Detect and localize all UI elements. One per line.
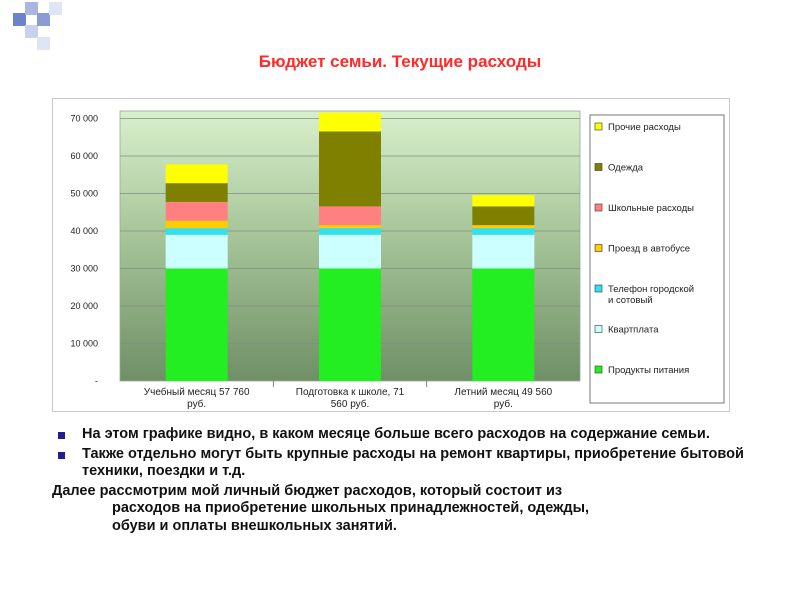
decorative-square <box>49 2 62 15</box>
decorative-square <box>37 37 50 50</box>
bar-segment <box>472 234 535 269</box>
decorative-square <box>13 13 26 26</box>
y-tick-label: 10 000 <box>70 339 98 349</box>
bar-segment <box>472 206 535 226</box>
bar-segment <box>472 195 535 207</box>
bar-segment <box>165 183 228 202</box>
y-tick-label: 50 000 <box>70 189 98 199</box>
paragraph: Далее рассмотрим мой личный бюджет расхо… <box>52 483 752 536</box>
bullet-item: Также отдельно могут быть крупные расход… <box>52 446 752 481</box>
x-category-label: Учебный месяц 57 760 руб. <box>144 386 250 410</box>
slide-title: Бюджет семьи. Текущие расходы <box>258 52 542 71</box>
bar-segment <box>165 268 228 381</box>
bullet-icon <box>58 451 65 459</box>
paragraph-line: Далее рассмотрим мой личный бюджет расхо… <box>52 482 563 499</box>
text-block: На этом графике видно, в каком месяце бо… <box>52 426 752 535</box>
legend-label: Прочие расходы <box>608 122 681 133</box>
legend-label: Квартплата <box>608 325 659 336</box>
legend-swatch <box>594 244 603 252</box>
bullet-icon <box>58 432 65 439</box>
paragraph-line: обуви и оплаты внешкольных занятий. <box>112 517 397 534</box>
bullet-text: Также отдельно могут быть крупные расход… <box>82 445 744 480</box>
x-category-label: Подготовка к школе, 71 560 руб. <box>296 387 405 410</box>
chart-area: - 10 000 20 000 30 000 40 000 50 000 60 000 70 … <box>52 98 730 412</box>
bar-segment <box>319 225 381 229</box>
y-tick-label: 70 000 <box>70 114 98 124</box>
y-tick-label: 40 000 <box>70 226 98 236</box>
y-tick-label: 60 000 <box>70 151 98 161</box>
bar-segment <box>319 112 381 132</box>
legend-label: Одежда <box>608 163 644 174</box>
bar-segment <box>165 220 228 229</box>
stacked-bar-chart: - 10 000 20 000 30 000 40 000 50 000 60 000 70 … <box>70 110 725 410</box>
bar-segment <box>319 234 381 269</box>
legend-swatch <box>594 325 603 333</box>
bullet-text: На этом графике видно, в каком месяце бо… <box>82 426 710 442</box>
legend-swatch <box>594 163 603 171</box>
y-tick-label: - <box>95 376 98 386</box>
legend-swatch <box>594 203 603 212</box>
bar-segment <box>472 225 535 229</box>
legend-box <box>589 114 725 404</box>
bar-segment <box>165 228 228 235</box>
x-category-label: Летний месяц 49 560 руб. <box>454 387 552 410</box>
bar-segment <box>319 206 381 226</box>
y-tick-label: 20 000 <box>70 301 98 311</box>
paragraph-line: расходов на приобретение школьных принад… <box>112 500 590 516</box>
bar-segment <box>472 228 535 235</box>
legend-swatch <box>594 365 603 374</box>
legend-swatch <box>594 284 603 293</box>
legend-label: Телефон городской и сотовый <box>608 284 694 306</box>
legend-label: Школьные расходы <box>608 203 694 214</box>
legend-swatch <box>594 122 603 131</box>
bar-segment <box>319 228 381 235</box>
bar-segment <box>319 131 381 207</box>
bullet-item: На этом графике видно, в каком месяце бо… <box>52 426 752 444</box>
bar-segment <box>165 164 228 184</box>
bar-segment <box>165 234 228 269</box>
bar-segment <box>165 201 228 221</box>
bar-segment <box>319 268 381 381</box>
bar-segment <box>472 268 535 381</box>
y-tick-label: 30 000 <box>70 264 98 274</box>
decorative-square <box>25 2 38 15</box>
decorative-square <box>37 13 50 26</box>
decorative-square <box>25 25 38 38</box>
legend-label: Продукты питания <box>608 365 689 376</box>
legend-label: Проезд в автобусе <box>608 244 690 255</box>
